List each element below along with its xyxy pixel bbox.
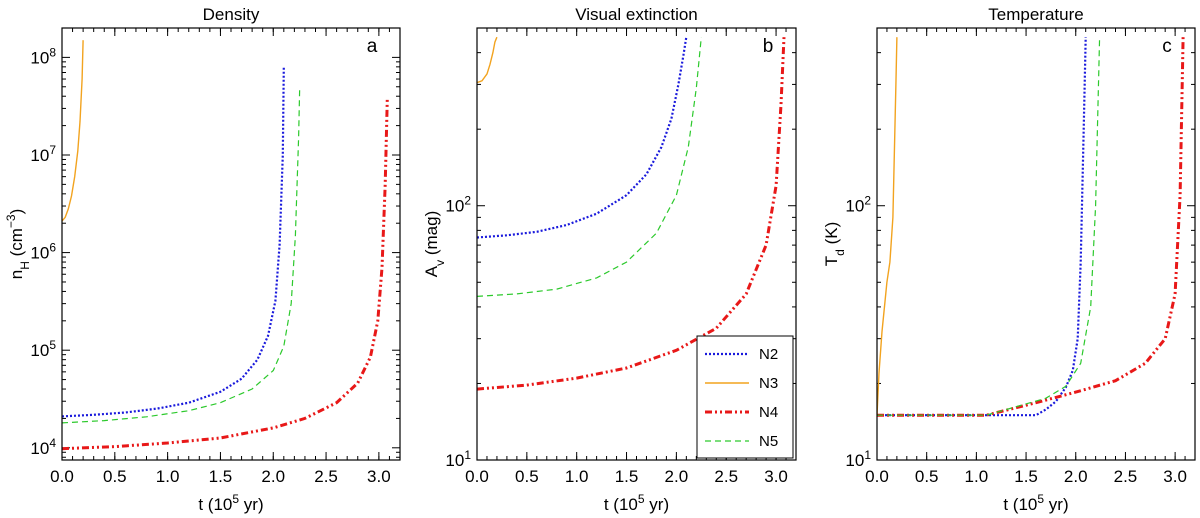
panel-letter: a — [367, 36, 378, 57]
x-tick-label: 1.5 — [615, 467, 639, 486]
y-tick-label: 108 — [30, 45, 56, 67]
x-tick-label: 0.5 — [515, 467, 539, 486]
series-line-n5 — [877, 37, 1101, 416]
y-tick-label: 102 — [845, 194, 871, 216]
chart-title: Temperature — [988, 5, 1083, 24]
plot-frame — [476, 27, 797, 461]
x-tick-label: 1.0 — [565, 467, 589, 486]
panel-letter: c — [1162, 36, 1172, 57]
legend-box — [696, 335, 794, 459]
x-tick-label: 0.0 — [865, 467, 889, 486]
panel-b: Visual extinction 0.0 0.5 1.0 1.5 2.0 2.5 3.0 10… — [422, 5, 797, 514]
x-tick-label: 2.0 — [1064, 467, 1088, 486]
legend-label-n3: N3 — [759, 375, 778, 392]
x-tick-label: 0.5 — [915, 467, 939, 486]
x-tick-label: 2.0 — [261, 467, 285, 486]
series-line-n3 — [62, 40, 84, 222]
x-tick-label: 3.0 — [367, 467, 391, 486]
x-tick-label: 1.5 — [1014, 467, 1038, 486]
plot-frame — [61, 27, 401, 461]
series-line-n4 — [62, 98, 389, 451]
y-tick-label: 105 — [30, 338, 56, 360]
series-line-n5 — [62, 86, 301, 424]
x-axis-label: t (105 yr) — [198, 492, 263, 514]
x-tick-label: 2.5 — [714, 467, 738, 486]
y-axis-label: nH (cm−3) — [4, 209, 32, 280]
x-tick-label: 2.5 — [314, 467, 338, 486]
y-tick-label: 101 — [845, 448, 871, 470]
x-tick-label: 1.5 — [209, 467, 233, 486]
panel-a: Density 0.0 0.5 1.0 1.5 2.0 2.5 3.0 104 105 106 107… — [4, 5, 401, 514]
x-tick-label: 0.0 — [465, 467, 489, 486]
plot-frame — [876, 27, 1196, 461]
series-line-n2 — [877, 37, 1087, 417]
x-tick-label: 3.0 — [1163, 467, 1187, 486]
x-tick-label: 1.0 — [965, 467, 989, 486]
panel-letter: b — [763, 36, 774, 57]
x-axis-label: t (105 yr) — [1003, 492, 1068, 514]
x-tick-label: 1.0 — [156, 467, 180, 486]
x-tick-label: 3.0 — [764, 467, 788, 486]
legend-label-n5: N5 — [759, 433, 778, 450]
chart-title: Density — [203, 5, 260, 24]
y-tick-label: 107 — [30, 143, 56, 165]
legend-label-n4: N4 — [759, 404, 778, 421]
x-axis-label: t (105 yr) — [604, 492, 669, 514]
legend-label-n2: N2 — [759, 346, 778, 363]
series-line-n3 — [477, 36, 498, 84]
chart-title: Visual extinction — [575, 5, 698, 24]
x-tick-label: 0.0 — [50, 467, 74, 486]
series-line-n2 — [477, 37, 688, 239]
x-tick-label: 2.0 — [665, 467, 689, 486]
series-line-n3 — [877, 37, 898, 416]
legend: N2 N3 N4 N5 — [696, 335, 794, 459]
series-line-n4 — [877, 37, 1185, 417]
y-axis-label: Av (mag) — [422, 211, 447, 277]
y-tick-label: 106 — [30, 241, 56, 263]
series-line-n4 — [477, 37, 786, 391]
y-tick-label: 101 — [445, 448, 471, 470]
y-tick-label: 102 — [445, 194, 471, 216]
y-tick-label: 104 — [30, 436, 56, 458]
x-tick-label: 2.5 — [1114, 467, 1138, 486]
x-tick-label: 0.5 — [103, 467, 127, 486]
y-axis-label: Td (K) — [822, 222, 847, 266]
series-line-n2 — [62, 66, 285, 418]
series-line-n5 — [477, 37, 702, 297]
panel-c: Temperature 0.0 0.5 1.0 1.5 2.0 2.5 3.0 101 102 t … — [822, 5, 1196, 514]
